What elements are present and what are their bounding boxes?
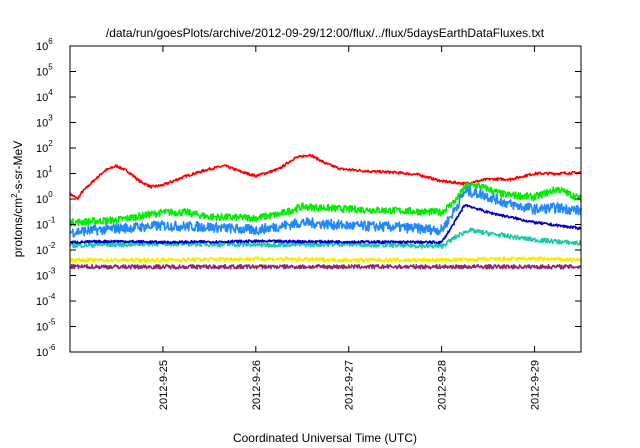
y-tick-label: 103	[36, 114, 53, 130]
y-tick-exponent: -6	[48, 343, 56, 352]
y-tick-base: 10	[36, 169, 48, 181]
y-tick-exponent: 3	[48, 114, 53, 123]
y-tick-label: 10-5	[36, 318, 56, 334]
y-tick-label: 100	[36, 190, 53, 206]
y-axis-label: protons/cm2-s-sr-MeV	[10, 141, 25, 257]
series-line	[69, 204, 582, 245]
y-tick-base: 10	[36, 118, 48, 130]
y-tick-exponent: 0	[48, 190, 53, 199]
y-tick-exponent: -3	[48, 267, 56, 276]
y-tick-base: 10	[36, 347, 48, 359]
y-tick-base: 10	[36, 92, 48, 104]
y-tick-exponent: 4	[48, 88, 53, 97]
x-tick-label: 2012-9-26	[251, 360, 263, 410]
series-line	[69, 182, 582, 227]
y-tick-label: 10-4	[36, 292, 56, 308]
y-tick-label: 10-6	[36, 343, 56, 359]
series-layer	[69, 153, 582, 270]
y-tick-exponent: -2	[48, 241, 56, 250]
series-line	[69, 227, 582, 250]
y-tick-exponent: 6	[48, 37, 53, 46]
y-tick-label: 101	[36, 165, 53, 181]
y-tick-label: 102	[36, 139, 53, 155]
x-axis-label: Coordinated Universal Time (UTC)	[233, 431, 417, 445]
y-tick-base: 10	[36, 245, 48, 257]
series-line	[69, 263, 582, 270]
y-tick-label: 106	[36, 37, 53, 53]
y-tick-exponent: 2	[48, 139, 53, 148]
series-line	[69, 153, 582, 201]
y-tick-label: 105	[36, 63, 53, 79]
y-tick-base: 10	[36, 41, 48, 53]
y-tick-exponent: -1	[48, 216, 56, 225]
x-tick-label: 2012-9-25	[158, 360, 170, 410]
y-tick-base: 10	[36, 296, 48, 308]
y-tick-base: 10	[36, 143, 48, 155]
x-tick-label: 2012-9-28	[437, 360, 449, 410]
x-axis: 2012-9-25 2012-9-26 2012-9-27 2012-9-28 2012…	[158, 46, 542, 410]
y-axis: 10-610-510-410-310-210-11001011021031041…	[36, 37, 581, 359]
y-tick-label: 10-3	[36, 267, 56, 283]
y-tick-exponent: -5	[48, 318, 56, 327]
y-tick-exponent: -4	[48, 292, 56, 301]
y-tick-label: 10-2	[36, 241, 56, 257]
y-axis-label-rest: -s-sr-MeV	[11, 141, 25, 194]
plot-frame	[69, 45, 582, 353]
y-tick-base: 10	[36, 220, 48, 232]
y-tick-base: 10	[36, 67, 48, 79]
x-tick-label: 2012-9-27	[344, 360, 356, 410]
series-line	[69, 186, 582, 238]
y-tick-exponent: 5	[48, 63, 53, 72]
y-tick-label: 10-1	[36, 216, 56, 232]
y-tick-label: 104	[36, 88, 53, 104]
y-tick-base: 10	[36, 194, 48, 206]
y-tick-base: 10	[36, 322, 48, 334]
chart-title: /data/run/goesPlots/archive/2012-09-29/1…	[106, 26, 545, 40]
y-axis-label-main: protons/cm	[11, 198, 25, 257]
series-line	[69, 256, 582, 263]
y-axis-label-superscript: 2	[10, 193, 19, 198]
y-tick-base: 10	[36, 271, 48, 283]
y-tick-exponent: 1	[48, 165, 53, 174]
x-tick-label: 2012-9-29	[530, 360, 542, 410]
